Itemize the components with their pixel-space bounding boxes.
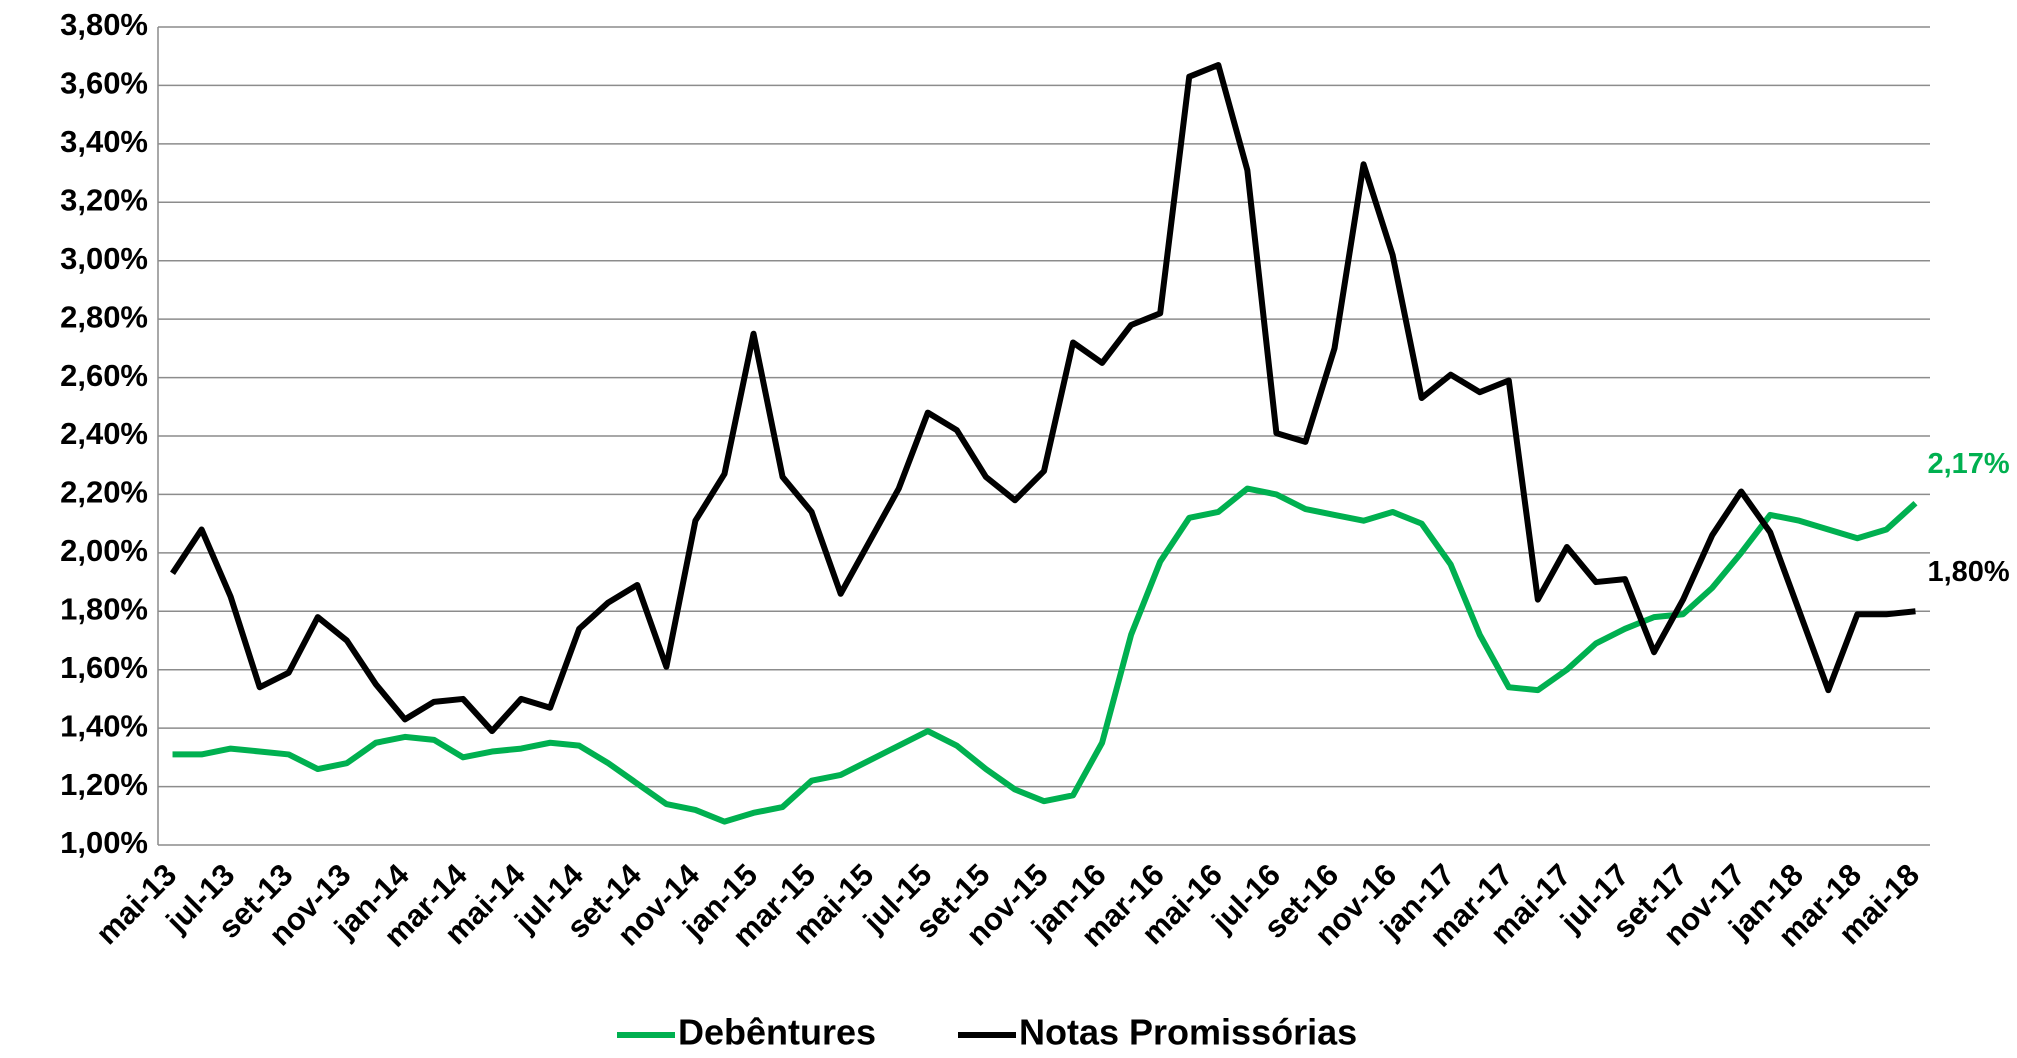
y-tick-label: 3,00% — [60, 241, 148, 276]
y-tick-label: 2,80% — [60, 299, 148, 334]
y-tick-label: 3,40% — [60, 124, 148, 159]
y-tick-label: 2,00% — [60, 533, 148, 568]
data-label: 2,17% — [1927, 448, 2009, 480]
y-tick-label: 3,20% — [60, 182, 148, 217]
y-tick-label: 2,60% — [60, 358, 148, 393]
y-tick-label: 1,00% — [60, 825, 148, 860]
y-tick-label: 1,80% — [60, 591, 148, 626]
data-label: 1,80% — [1927, 556, 2009, 588]
y-tick-label: 3,60% — [60, 66, 148, 101]
line-series — [172, 485, 1918, 825]
line-series — [170, 61, 1916, 735]
y-tick-label: 1,20% — [60, 767, 148, 802]
legend-label: Notas Promissórias — [1019, 1012, 1357, 1053]
legend-label: Debêntures — [678, 1012, 876, 1053]
y-tick-label: 2,40% — [60, 416, 148, 451]
y-tick-label: 1,40% — [60, 708, 148, 743]
y-tick-label: 3,80% — [60, 7, 148, 42]
y-tick-label: 2,20% — [60, 475, 148, 510]
y-tick-label: 1,60% — [60, 650, 148, 685]
